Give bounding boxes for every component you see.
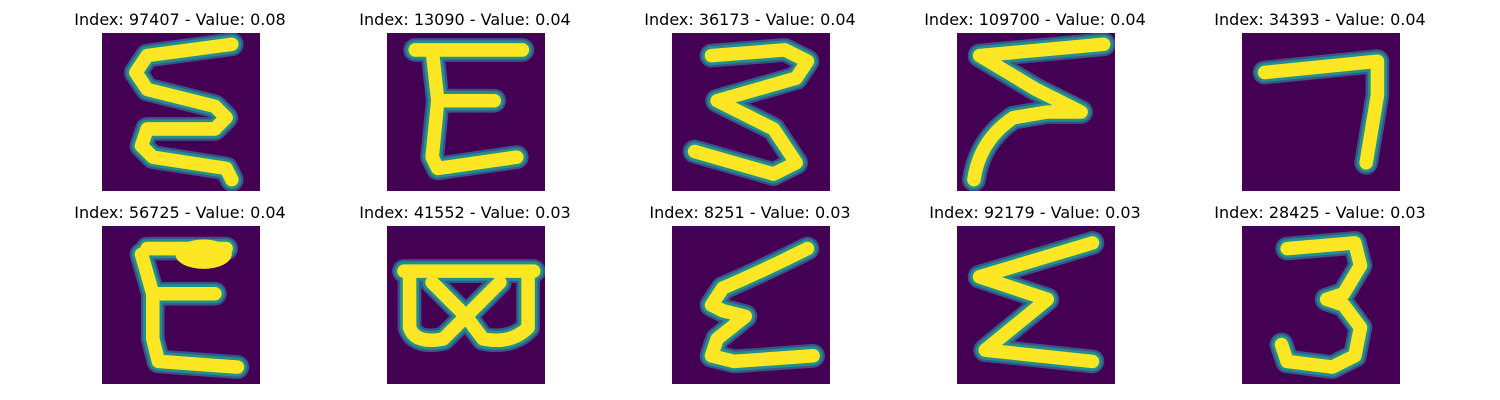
panel-title: Index: 97407 - Value: 0.08 (74, 10, 286, 29)
image-panel: Index: 92179 - Value: 0.03 (895, 203, 1175, 388)
panel-title: Index: 56725 - Value: 0.04 (74, 203, 286, 222)
panel-title: Index: 34393 - Value: 0.04 (1214, 10, 1426, 29)
digit-image (957, 33, 1115, 191)
panel-title: Index: 28425 - Value: 0.03 (1214, 203, 1426, 222)
panel-title: Index: 36173 - Value: 0.04 (644, 10, 856, 29)
image-panel: Index: 28425 - Value: 0.03 (1180, 203, 1460, 388)
digit-image (1242, 33, 1400, 191)
panel-title: Index: 109700 - Value: 0.04 (924, 10, 1146, 29)
digit-image (387, 33, 545, 191)
image-panel: Index: 97407 - Value: 0.08 (40, 10, 320, 195)
digit-image (387, 226, 545, 384)
panel-title: Index: 8251 - Value: 0.03 (649, 203, 851, 222)
digit-image (102, 226, 260, 384)
image-panel: Index: 13090 - Value: 0.04 (325, 10, 605, 195)
panel-title: Index: 13090 - Value: 0.04 (359, 10, 571, 29)
digit-image (672, 226, 830, 384)
digit-image (672, 33, 830, 191)
image-panel: Index: 41552 - Value: 0.03 (325, 203, 605, 388)
image-panel: Index: 56725 - Value: 0.04 (40, 203, 320, 388)
image-panel: Index: 8251 - Value: 0.03 (610, 203, 890, 388)
image-panel: Index: 34393 - Value: 0.04 (1180, 10, 1460, 195)
panel-title: Index: 92179 - Value: 0.03 (929, 203, 1141, 222)
panel-title: Index: 41552 - Value: 0.03 (359, 203, 571, 222)
digit-image (957, 226, 1115, 384)
digit-image (1242, 226, 1400, 384)
digit-image (102, 33, 260, 191)
image-panel: Index: 36173 - Value: 0.04 (610, 10, 890, 195)
image-panel: Index: 109700 - Value: 0.04 (895, 10, 1175, 195)
